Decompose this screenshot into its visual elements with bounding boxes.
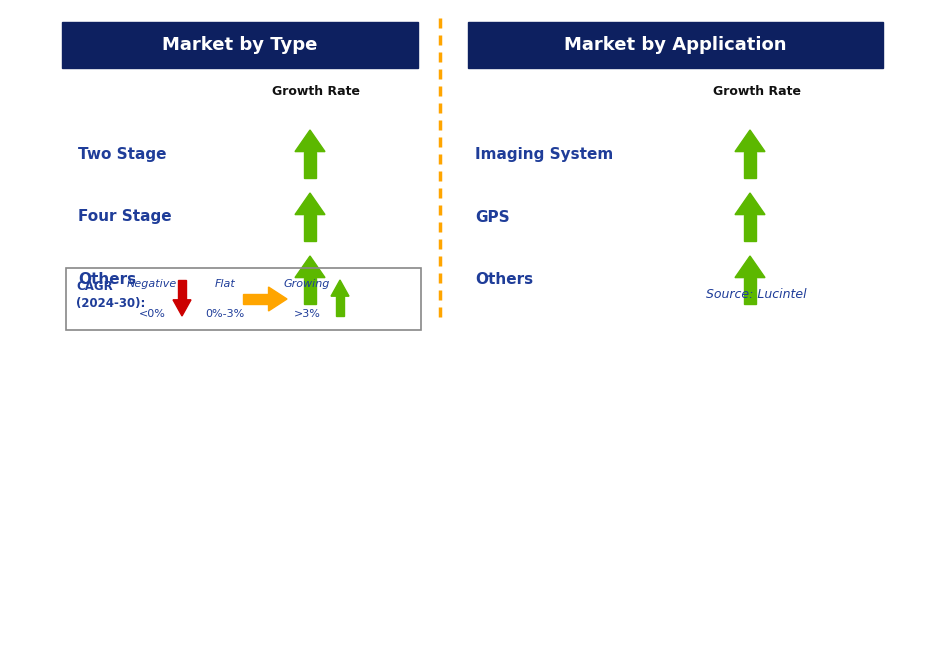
Bar (303, 151, 316, 178)
Bar (743, 215, 755, 241)
Text: Market by Type: Market by Type (162, 36, 317, 54)
Bar (178, 280, 186, 300)
Text: Growing: Growing (283, 279, 329, 289)
Bar (303, 215, 316, 241)
Polygon shape (734, 256, 765, 278)
Text: Flat: Flat (214, 279, 235, 289)
Polygon shape (295, 193, 325, 215)
Text: 0%-3%: 0%-3% (205, 309, 244, 319)
Polygon shape (173, 300, 191, 316)
Bar (336, 296, 344, 316)
Polygon shape (295, 256, 325, 278)
Text: Growth Rate: Growth Rate (272, 85, 360, 98)
Text: Source: Lucintel: Source: Lucintel (705, 289, 805, 302)
Polygon shape (734, 193, 765, 215)
Polygon shape (295, 130, 325, 151)
Bar (743, 278, 755, 304)
Text: Market by Application: Market by Application (564, 36, 786, 54)
Text: Four Stage: Four Stage (78, 210, 172, 225)
Text: CAGR: CAGR (76, 279, 112, 293)
Text: Imaging System: Imaging System (475, 146, 613, 161)
Text: Growth Rate: Growth Rate (712, 85, 801, 98)
Text: Negative: Negative (126, 279, 177, 289)
Text: (2024-30):: (2024-30): (76, 298, 145, 310)
Bar (66, 268, 421, 330)
Text: Others: Others (475, 272, 532, 287)
Text: Two Stage: Two Stage (78, 146, 166, 161)
Bar (62, 22, 417, 68)
Bar (743, 151, 755, 178)
Polygon shape (734, 130, 765, 151)
Bar (243, 294, 268, 304)
Text: >3%: >3% (294, 309, 320, 319)
Bar (303, 278, 316, 304)
Polygon shape (330, 280, 348, 296)
Polygon shape (268, 287, 287, 311)
Text: Others: Others (78, 272, 136, 287)
Bar (467, 22, 882, 68)
Text: <0%: <0% (139, 309, 165, 319)
Text: GPS: GPS (475, 210, 509, 225)
